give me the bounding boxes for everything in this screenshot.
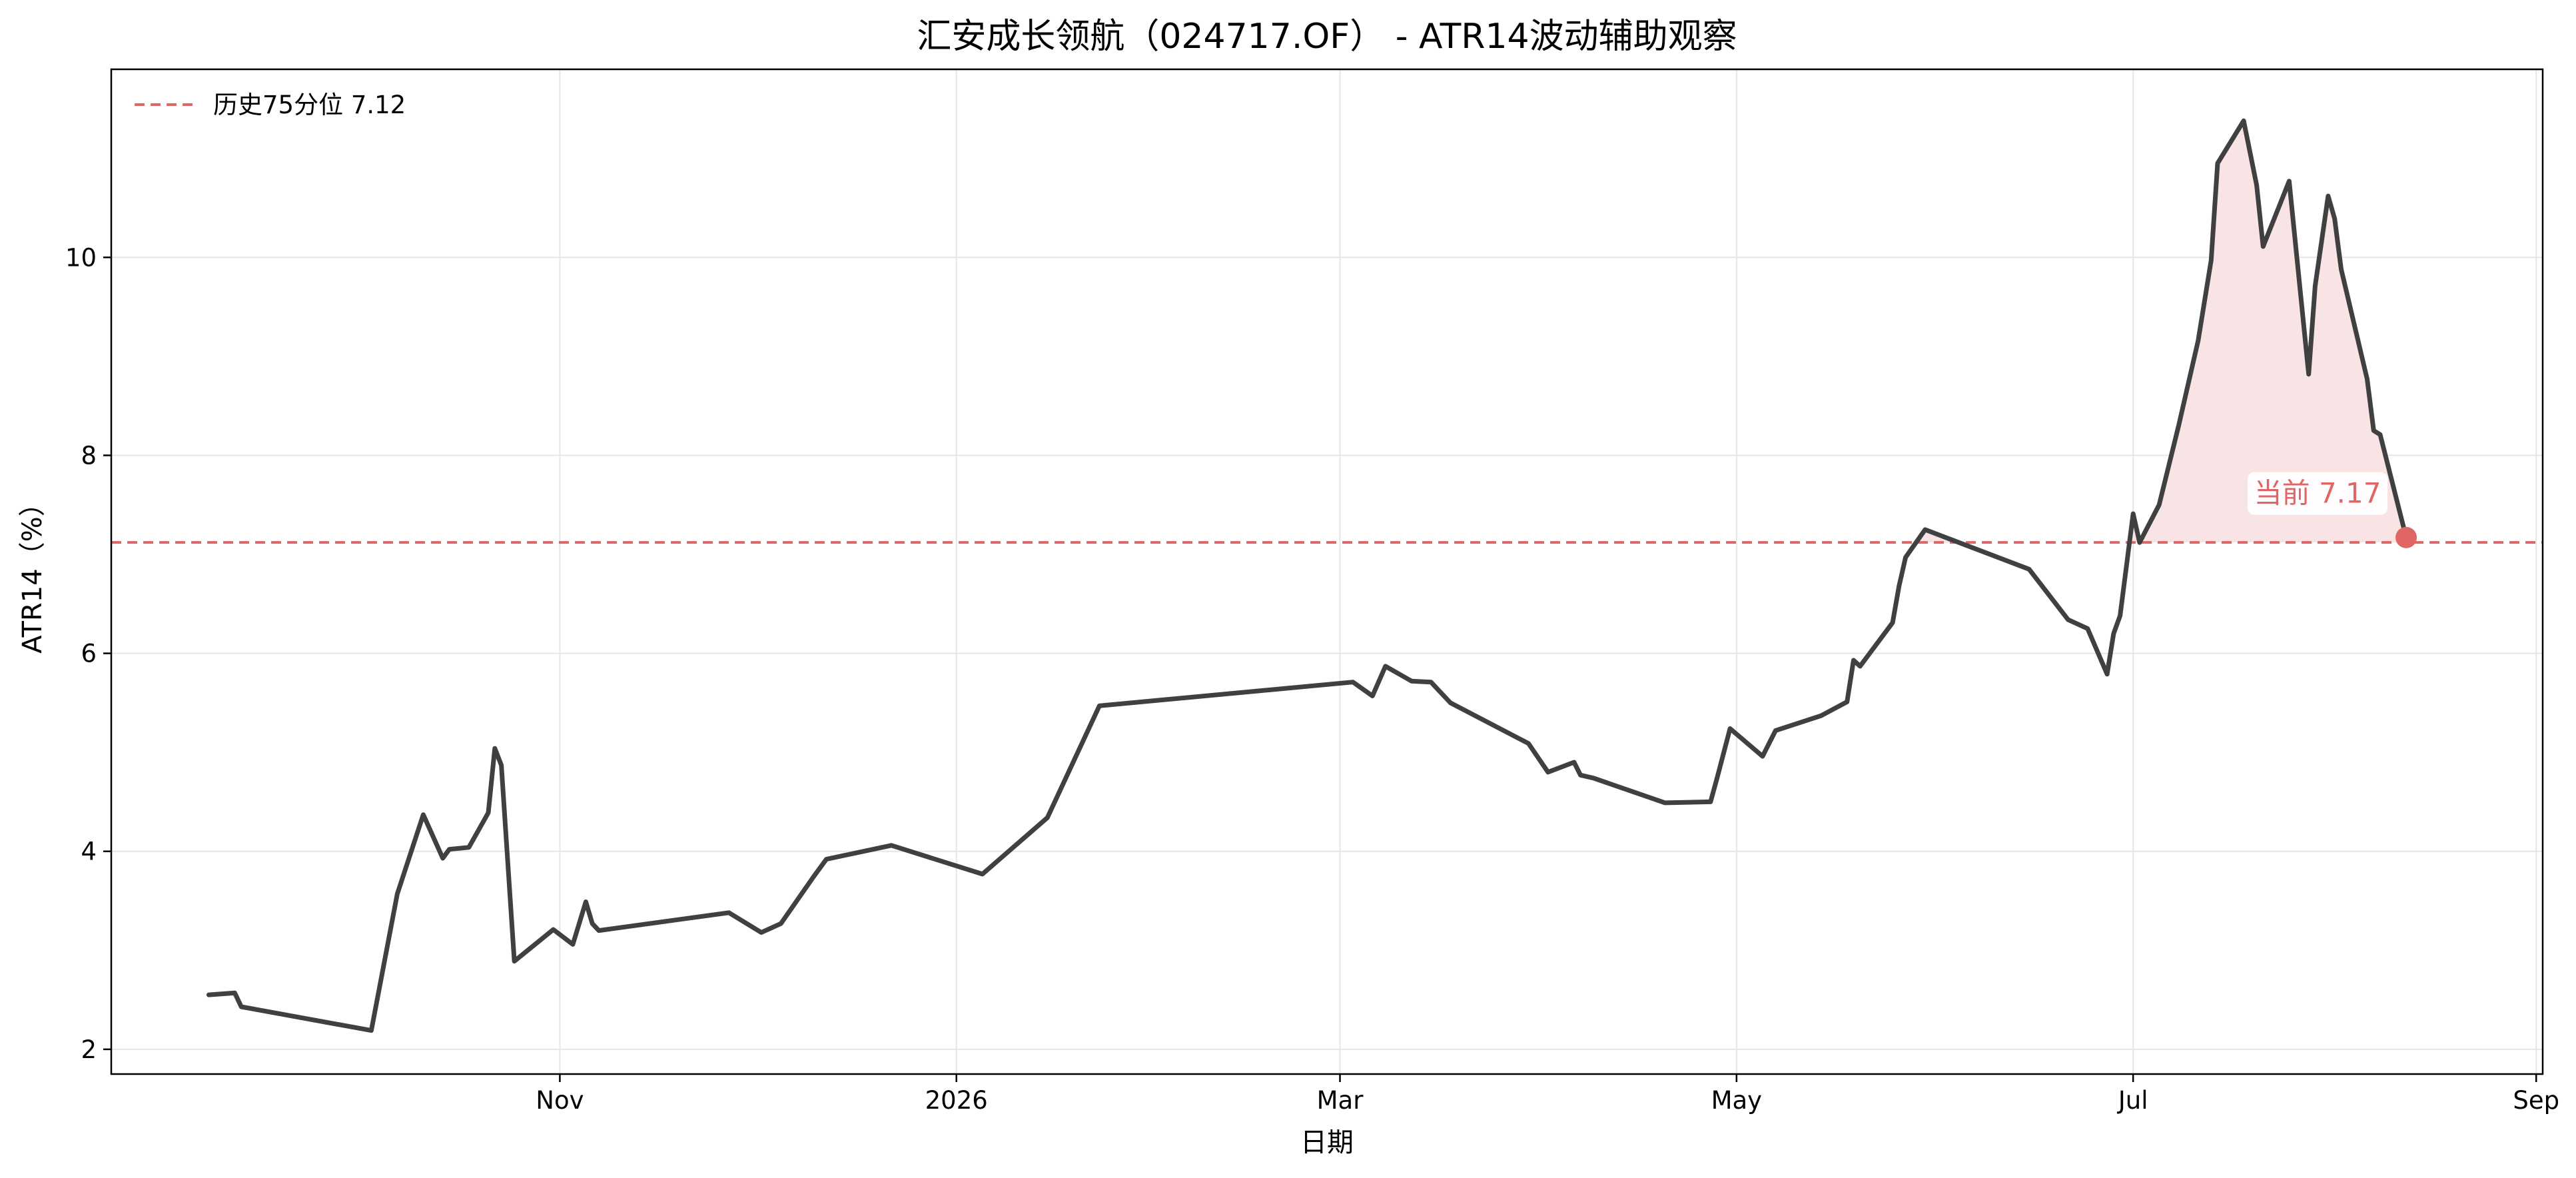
- x-tick-label: Jul: [2117, 1086, 2148, 1115]
- y-tick-label: 2: [81, 1035, 97, 1064]
- grid-lines: [111, 69, 2543, 1074]
- y-tick-label: 8: [81, 441, 97, 470]
- series-line-group: [206, 118, 2409, 1033]
- plot-frame: [110, 68, 2544, 1075]
- series-line: [206, 118, 2409, 1033]
- chart-title: 汇安成长领航（024717.OF） - ATR14波动辅助观察: [917, 17, 1737, 57]
- x-tick-label: 2026: [925, 1086, 988, 1115]
- y-axis-ticks: 2 4 6 8 10: [65, 243, 111, 1064]
- x-tick-label: Nov: [536, 1086, 584, 1115]
- current-marker-dot: [2395, 526, 2417, 548]
- y-axis-label: ATR14（%）: [17, 490, 48, 653]
- x-tick-label: Sep: [2513, 1086, 2559, 1115]
- y-tick-label: 4: [81, 838, 97, 866]
- x-tick-label: Mar: [1317, 1086, 1364, 1115]
- current-annotation-text: 当前 7.17: [2254, 477, 2381, 510]
- x-axis-label: 日期: [1300, 1127, 1354, 1158]
- y-tick-label: 10: [65, 243, 97, 272]
- fill-region: [2129, 121, 2407, 543]
- legend: 历史75分位 7.12: [135, 91, 406, 119]
- x-axis-ticks: Nov 2026 Mar May Jul Sep: [536, 1074, 2559, 1115]
- current-marker-group: 当前 7.17: [2248, 472, 2417, 548]
- y-tick-label: 6: [81, 640, 97, 668]
- legend-label: 历史75分位 7.12: [213, 91, 406, 119]
- x-tick-label: May: [1711, 1086, 1763, 1115]
- current-annotation-box: [2248, 472, 2388, 515]
